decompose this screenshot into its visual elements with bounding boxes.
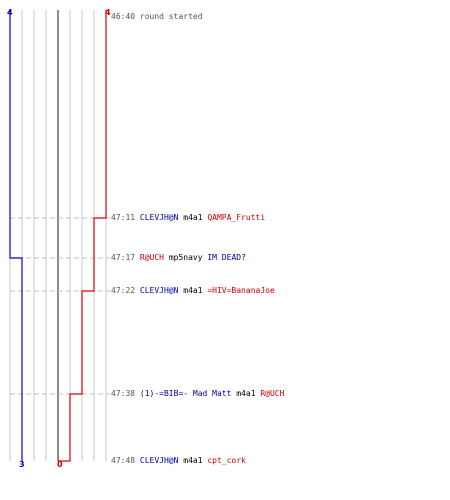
event-text-part: CLEVJH@N <box>139 456 179 465</box>
event-text-part: m4a1 <box>231 389 261 398</box>
red-team-count-line <box>58 10 107 462</box>
blue-team-count-line <box>9 10 23 461</box>
event-row: 47:22 CLEVJH@N m4a1 =HIV=BananaJoe <box>111 286 275 296</box>
event-text-part: mp5navy <box>164 253 208 262</box>
event-time: 47:22 <box>111 286 140 295</box>
event-text-part: =HIV=BananaJoe <box>207 286 275 295</box>
event-text-part: IM DEAD? <box>207 253 246 262</box>
event-text-part: CLEVJH@N <box>139 286 179 295</box>
event-row: 47:11 CLEVJH@N m4a1 QAMPA_Frutti <box>111 213 265 223</box>
blue-team-start-count: 4 <box>7 8 13 17</box>
red-team-end-count: 0 <box>57 460 63 469</box>
event-time: 47:11 <box>111 213 140 222</box>
event-text-part: m4a1 <box>178 286 208 295</box>
event-time: 47:48 <box>111 456 140 465</box>
event-text-part: QAMPA_Frutti <box>207 213 266 222</box>
red-team-start-count: 4 <box>105 8 111 17</box>
event-time: 47:17 <box>111 253 140 262</box>
event-text-part: m4a1 <box>178 213 208 222</box>
timeline-grid <box>9 10 107 461</box>
event-text-part: R@UCH <box>139 253 164 262</box>
event-text-part: CLEVJH@N <box>139 213 179 222</box>
event-time: 46:40 <box>111 12 140 21</box>
event-text-part: m4a1 <box>178 456 208 465</box>
event-row: 46:40 round started <box>111 12 203 22</box>
event-row: 47:38 (1)-=BIB=- Mad Matt m4a1 R@UCH <box>111 389 284 399</box>
event-text-part: (1)-=BIB=- Mad Matt <box>139 389 232 398</box>
event-time: 47:38 <box>111 389 140 398</box>
player-count-lines <box>9 10 107 462</box>
event-text-part: cpt_cork <box>207 456 246 465</box>
event-row: 47:48 CLEVJH@N m4a1 cpt_cork <box>111 456 246 466</box>
event-guide-lines <box>10 217 110 395</box>
event-text-part: round started <box>139 12 203 21</box>
event-row: 47:17 R@UCH mp5navy IM DEAD? <box>111 253 246 263</box>
blue-team-end-count: 3 <box>19 460 25 469</box>
event-text-part: R@UCH <box>260 389 285 398</box>
